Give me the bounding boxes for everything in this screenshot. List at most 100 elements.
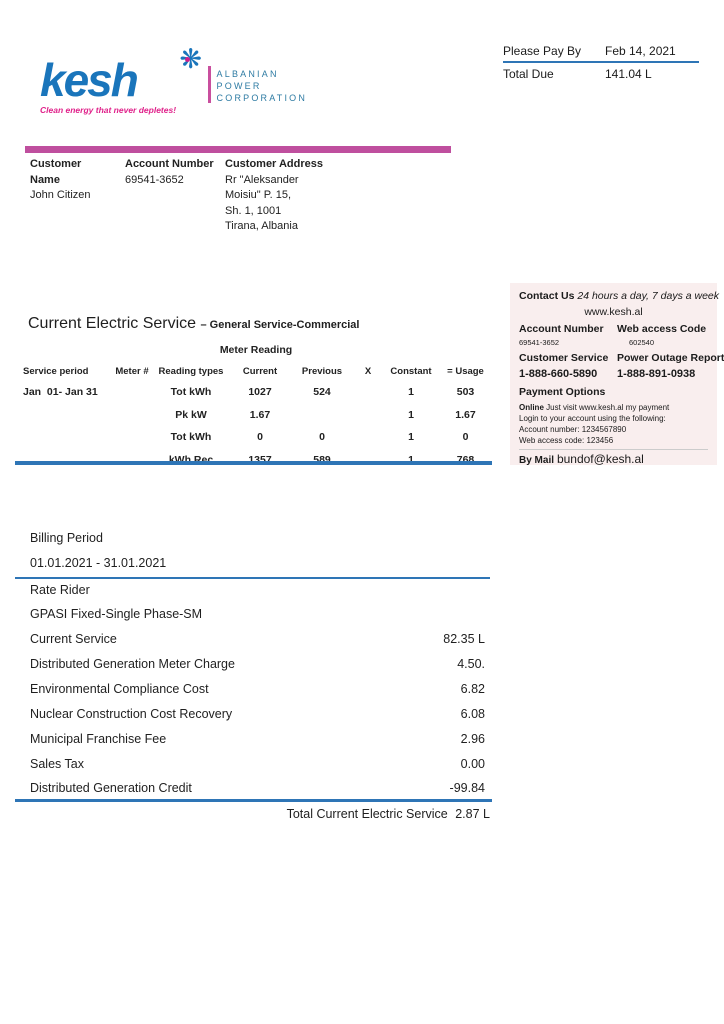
logo-tagline: Clean energy that never depletes! [40,105,177,115]
billing-rule-bottom [15,799,492,802]
customer-address-block: Customer Address Rr "Aleksander Moisiu" … [225,157,360,235]
online-line-2: Login to your account using the followin… [519,414,666,423]
cell-constant: 1 [408,408,414,421]
charge-label: Environmental Compliance Cost [30,682,209,696]
pay-by-date: Feb 14, 2021 [605,43,676,58]
online-line-1: Online Just visit www.kesh.al my payment [519,402,708,413]
cell-type: Tot kWh [170,431,212,444]
cell-usage: 0 [462,431,469,444]
service-labels-row: Customer Service Power Outage Reporting [519,352,724,364]
cell-current: 1027 [248,386,272,399]
phones-row: 1-888-660-5890 1-888-891-0938 [519,368,708,380]
charge-value: 0.00 [460,757,485,771]
cb-web-access-label: Web access Code [617,323,707,335]
col-header-current: Current [242,365,278,377]
cb-account-number-label: Account Number [519,323,604,335]
address-line-2: Moisiu" P. 15, [225,189,292,201]
charge-value: 6.08 [460,707,485,721]
meter-reading-label: Meter Reading [219,344,293,356]
col-header-previous: Previous [301,365,343,377]
total-due-value: 141.04 L [605,66,652,81]
total-value: 2.87 L [455,807,490,821]
charge-value: 82.35 L [443,632,485,646]
cell-type: Tot kWh [170,386,212,399]
rate-rider-label: Rate Rider [30,583,90,597]
col-header-constant: Constant [390,365,432,377]
company-name: ALBANIAN POWER CORPORATION [217,68,308,104]
section-title-main: Current Electric Service [28,315,197,332]
section-title-sub: – General Service-Commercial [200,319,360,331]
cell-usage: 1.67 [455,408,476,421]
cell-current: 1.67 [249,408,271,421]
magenta-divider-bar [25,146,451,153]
cell-usage: 503 [456,386,475,399]
cb-customer-service-phone: 1-888-660-5890 [519,368,598,380]
charge-label: Distributed Generation Credit [30,781,192,795]
charge-label: Nuclear Construction Cost Recovery [30,707,233,721]
cb-account-number-value: 69541-3652 [519,338,560,347]
logo-divider [208,66,211,103]
charge-value: 4.50. [457,657,485,671]
cell-previous: 524 [313,386,331,399]
cb-outage-phone: 1-888-891-0938 [617,368,696,380]
company-line-1: ALBANIAN [216,69,279,79]
meter-table-row: Jan 01- Jan 31 Tot kWh 1027 524 1 503 [23,382,492,403]
cell-constant: 1 [408,453,414,466]
address-line-4: Tirana, Albania [225,220,298,232]
cell-type: Pk kW [175,408,207,421]
kesh-logo: kesh ❋ Clean energy that never depletes!… [40,46,308,116]
online-payment-info: Online Just visit www.kesh.al my payment… [519,402,708,446]
charge-value: -99.84 [449,781,485,795]
billing-period-value: 01.01.2021 - 31.01.2021 [30,556,167,570]
billing-period-label: Billing Period [30,531,103,545]
charge-label: Municipal Franchise Fee [30,732,167,746]
charge-label: Current Service [30,632,117,646]
col-header-x: X [364,365,372,377]
section-title: Current Electric Service – General Servi… [28,315,359,333]
charge-label: Distributed Generation Meter Charge [30,657,235,671]
by-mail-line: By Mail bundof@kesh.al [519,449,708,466]
account-number-label: Account Number [125,158,214,170]
col-header-meter: Meter # [115,365,149,377]
by-mail-label: By Mail [519,455,555,466]
account-labels-row: Account Number Web access Code [519,323,708,335]
section-rule [15,461,492,465]
rate-plan: GPASI Fixed-Single Phase-SM [30,607,203,621]
website-link: www.kesh.al [584,306,643,318]
online-text: Just visit www.kesh.al my payment [546,403,670,412]
meter-table-row: Pk kW 1.67 1 1.67 [23,405,492,426]
billing-rule-top [15,577,490,579]
company-line-3: CORPORATION [216,93,308,103]
cb-customer-service-label: Customer Service [519,352,609,364]
total-line: Total Current Electric Service 2.87 L [0,807,490,821]
meter-table-row: Tot kWh 0 0 1 0 [23,427,492,448]
charge-row: Environmental Compliance Cost 6.82 [30,682,485,696]
customer-address-label: Customer Address [225,158,324,170]
charge-row: Nuclear Construction Cost Recovery 6.08 [30,707,485,721]
col-header-service-period: Service period [23,365,89,377]
logo-wordmark: kesh ❋ Clean energy that never depletes! [40,46,202,116]
cb-outage-label: Power Outage Reporting [617,352,724,364]
charge-label: Sales Tax [30,757,84,771]
charge-row: Sales Tax 0.00 [30,757,485,771]
cb-web-access-value: 602540 [629,338,655,347]
total-label: Total Current Electric Service [286,807,448,821]
charge-value: 6.82 [460,682,485,696]
charge-row: Distributed Generation Meter Charge 4.50… [30,657,485,671]
cell-current: 0 [257,431,263,444]
contact-hours: 24 hours a day, 7 days a week [577,290,720,302]
account-number-value: 69541-3652 [125,173,184,186]
total-due-row: Total Due 141.04 L [503,63,699,84]
col-header-usage: = Usage [447,365,484,377]
cell-period: Jan 01- Jan 31 [23,386,98,399]
online-line-3: Account number: 1234567890 [519,425,627,434]
charge-row: Distributed Generation Credit -99.84 [30,781,485,795]
pay-summary: Please Pay By Feb 14, 2021 Total Due 141… [503,40,699,84]
address-line-1: Rr "Aleksander [225,173,299,186]
cell-constant: 1 [408,386,414,399]
payment-options-label: Payment Options [519,386,606,398]
meter-reading-table: Service period Meter # Reading types Cur… [23,362,492,470]
contact-us-label: Contact Us [519,290,575,302]
customer-name-label: Customer Name [30,158,82,186]
